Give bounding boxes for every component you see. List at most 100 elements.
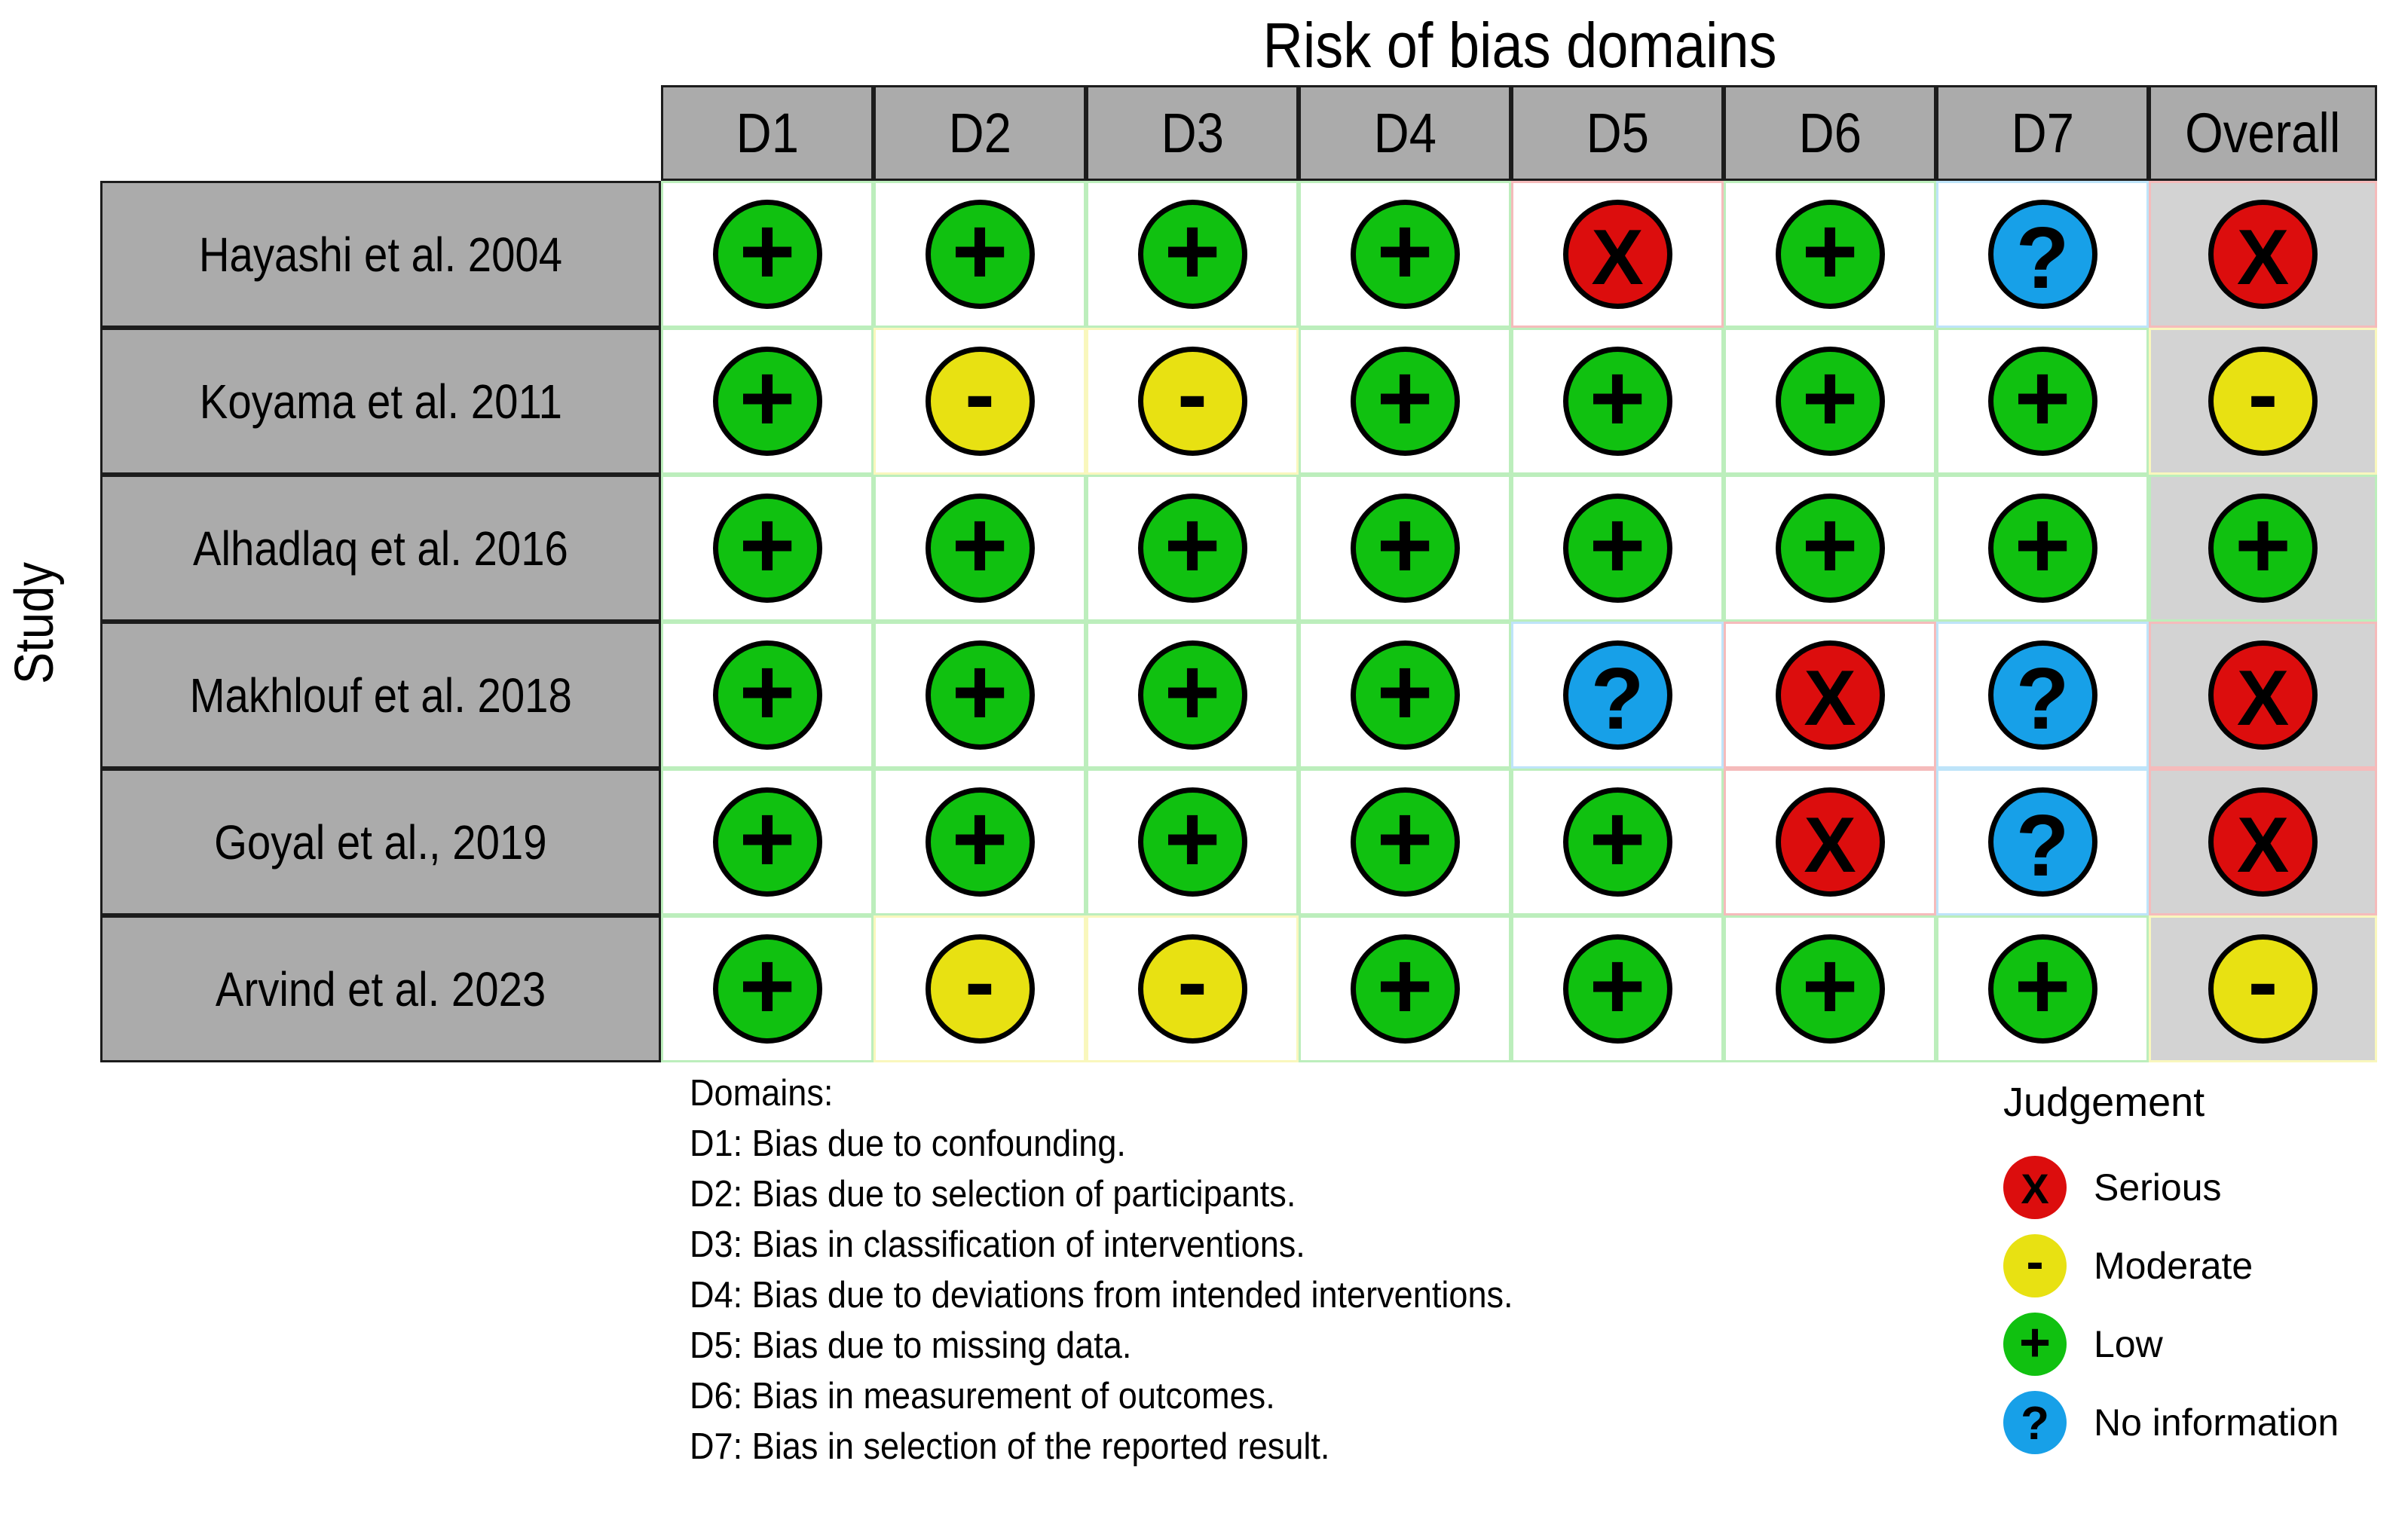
domain-definition: D2: Bias due to selection of participant… [690,1174,1296,1215]
rob-cell: + [661,181,874,328]
study-label-text: Alhadlaq et al. 2016 [193,521,568,576]
rob-cell: + [1724,181,1936,328]
judgement-symbol: X [2236,654,2290,742]
legend-symbol: X [2021,1165,2049,1212]
judgement-symbol: + [739,784,796,893]
moderate-risk-icon: - [2208,347,2318,456]
low-risk-icon: + [1137,787,1247,897]
judgement-symbol: - [2247,343,2278,445]
column-header-overall: Overall [2149,85,2377,181]
judgement-symbol: ? [2015,208,2070,307]
rob-cell: X [2149,769,2377,915]
low-risk-icon: + [1987,494,2097,603]
column-header-text: Overall [2185,102,2341,164]
judgement-symbol: - [1177,931,1207,1032]
column-header-text: D1 [736,102,799,164]
legend-title: Judgement [2003,1080,2205,1125]
low-risk-icon: + [1350,200,1460,309]
study-label-text: Arvind et al. 2023 [215,961,546,1016]
corner-cell [100,85,661,181]
rob-cell: + [1299,769,1511,915]
rob-cell: + [1511,328,1724,475]
rob-cell: + [1724,475,1936,622]
study-label: Koyama et al. 2011 [100,328,661,475]
judgement-legend: Judgement X Serious - Moderate + Low? No infor… [2003,1079,2339,1462]
judgement-symbol: + [951,197,1008,305]
judgement-symbol: + [1376,931,1433,1040]
low-risk-icon: + [1350,347,1460,456]
domain-definition: D3: Bias in classification of interventi… [690,1224,1305,1265]
low-risk-icon: + [1137,637,1247,750]
rob-cell: + [874,769,1086,915]
judgement-symbol: + [1164,637,1221,746]
rob-cell: + [1299,328,1511,475]
study-label-text: Goyal et al., 2019 [214,815,547,870]
domains-lines: D1: Bias due to confounding. D2: Bias due… [690,1119,1513,1472]
study-label: Arvind et al. 2023 [100,915,661,1062]
low-risk-icon: + [1562,494,1672,603]
no-information-icon: ? [1987,200,2097,309]
column-header-d5: D5 [1511,85,1724,181]
low-risk-icon: + [2208,494,2318,603]
rob-cell: + [1511,915,1724,1062]
rob-cell: - [1086,328,1299,475]
judgement-symbol: + [739,931,796,1040]
low-risk-icon: + [1350,931,1460,1044]
moderate-risk-icon: - [925,347,1035,456]
judgement-symbol: + [1589,784,1646,893]
low-risk-icon: + [1775,934,1885,1044]
judgement-symbol: + [2014,344,2071,452]
column-header-text: D4 [1373,102,1437,164]
judgement-symbol: + [951,784,1008,893]
rob-cell: + [2149,475,2377,622]
low-risk-icon: + [712,197,822,309]
serious-risk-icon: X [2208,200,2318,309]
rob-cell: + [661,622,874,769]
judgement-symbol: + [951,491,1008,599]
low-risk-icon: + [712,347,822,456]
judgement-symbol: X [1804,654,1856,742]
low-risk-icon: + [925,197,1035,309]
rob-cell: ? [1511,622,1724,769]
rob-cell: - [1086,915,1299,1062]
rob-cell: ? [1936,181,2149,328]
serious-risk-icon: X [2208,640,2318,750]
rob-cell: - [874,328,1086,475]
serious-risk-icon: X [1775,640,1885,750]
judgement-symbol: + [1376,491,1433,599]
legend-symbol: ? [2021,1398,2049,1450]
legend-item-moderate: - Moderate [2003,1227,2339,1305]
judgement-symbol: - [1177,343,1207,445]
legend-label: No information [2094,1401,2339,1444]
moderate-risk-icon: - [2208,934,2318,1044]
rob-cell: - [2149,915,2377,1062]
study-axis-label-text: Study [5,561,65,685]
rob-cell: - [2149,328,2377,475]
judgement-symbol: + [2235,491,2291,599]
rob-cell: ? [1936,769,2149,915]
judgement-symbol: + [1376,637,1433,746]
rob-cell: + [1936,328,2149,475]
no-information-icon: ? [2003,1391,2067,1454]
rob-cell: + [1511,769,1724,915]
legend-label: Moderate [2094,1245,2253,1287]
study-axis-label: Study [4,554,66,692]
rob-cell: + [1936,915,2149,1062]
serious-risk-icon: X [2208,787,2318,897]
low-risk-icon: + [1775,347,1885,456]
judgement-symbol: - [2247,931,2278,1032]
rob-cell: + [1299,181,1511,328]
legend-label: Low [2094,1323,2163,1365]
judgement-symbol: ? [2015,649,2070,747]
rob-cell: + [1086,769,1299,915]
low-risk-icon: + [1987,344,2097,456]
legend-item-low: + Low [2003,1305,2339,1383]
rob-cell: + [1724,328,1936,475]
rob-cell: + [661,769,874,915]
judgement-symbol: + [951,637,1008,746]
judgement-symbol: + [739,197,796,305]
low-risk-icon: + [712,931,822,1044]
rob-cell: X [1511,181,1724,328]
rob-cell: + [1299,915,1511,1062]
